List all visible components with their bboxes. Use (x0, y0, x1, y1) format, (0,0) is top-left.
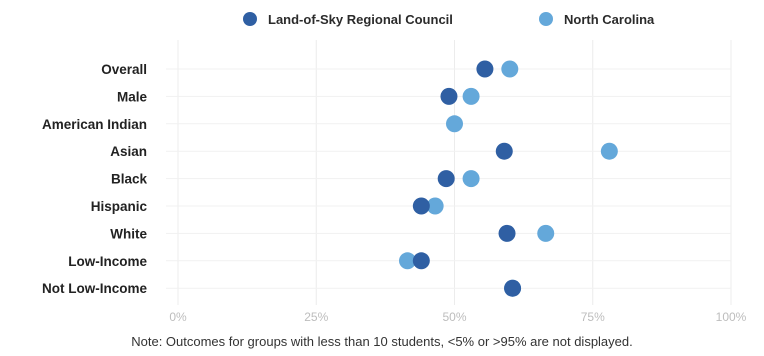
chart-svg: 0% 25% 50% 75% 100% Overall Male American India… (42, 12, 747, 324)
legend-label: Land-of-Sky Regional Council (268, 12, 453, 27)
data-point (476, 60, 494, 78)
legend-label: North Carolina (564, 12, 655, 27)
category-label: Asian (110, 144, 147, 159)
category-label: Not Low-Income (42, 281, 147, 296)
data-point (504, 279, 522, 297)
data-point (501, 60, 519, 78)
data-point (440, 87, 458, 105)
category-label: White (110, 226, 147, 241)
chart-note: Note: Outcomes for groups with less than… (131, 334, 633, 349)
data-point (437, 170, 455, 188)
category-label: Black (111, 172, 148, 187)
category-label: Overall (101, 62, 147, 77)
x-tick-label: 0% (169, 310, 187, 324)
x-tick-label: 50% (442, 310, 466, 324)
data-point (600, 142, 618, 160)
legend-marker (243, 12, 257, 26)
category-label: Male (117, 89, 148, 104)
data-point (398, 252, 416, 270)
x-tick-label: 75% (581, 310, 605, 324)
data-point (446, 115, 463, 133)
category-label: Hispanic (91, 199, 148, 214)
data-point (462, 170, 480, 188)
data-point (495, 142, 513, 160)
data-point (498, 224, 516, 242)
x-tick-label: 100% (716, 310, 747, 324)
data-point (412, 197, 430, 215)
x-tick-label: 25% (304, 310, 328, 324)
data-point (412, 252, 430, 270)
data-point (537, 224, 555, 242)
data-point (462, 87, 480, 105)
category-label: American Indian (42, 117, 147, 132)
category-label: Low-Income (68, 254, 147, 269)
legend-marker (539, 12, 553, 26)
data-point (426, 197, 444, 215)
